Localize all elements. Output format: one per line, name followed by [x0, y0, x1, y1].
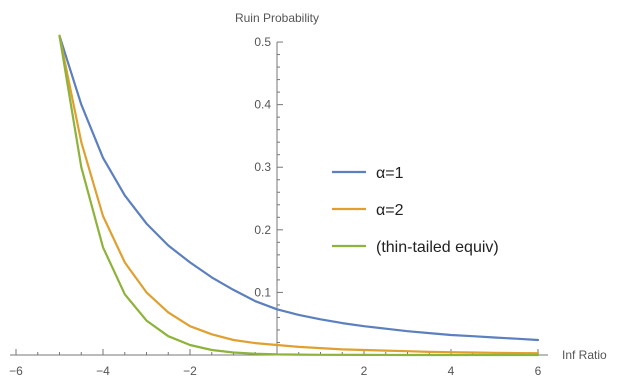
x-tick-label: −2: [183, 364, 197, 378]
x-tick-label: 4: [448, 364, 455, 378]
series-line-1: [58, 34, 540, 342]
x-tick-label: 2: [361, 364, 368, 378]
x-tick-label: 6: [535, 364, 542, 378]
y-axis-label: Ruin Probability: [235, 11, 319, 25]
y-axis: 0.1 0.2 0.3 0.4 0.5: [254, 35, 283, 355]
y-tick-label: 0.1: [254, 285, 271, 299]
series-line-3: [58, 34, 540, 357]
y-tick-label: 0.3: [254, 160, 271, 174]
y-tick-label: 0.5: [254, 35, 271, 49]
y-tick-label: 0.4: [254, 98, 271, 112]
x-tick-label: −4: [96, 364, 110, 378]
x-tick-label: −6: [9, 364, 23, 378]
legend-label: α=1: [376, 165, 404, 182]
series-lines: [58, 34, 540, 357]
y-tick-label: 0.2: [254, 223, 271, 237]
legend: α=1 α=2 (thin-tailed equiv): [332, 165, 499, 256]
x-axis-label: Inf Ratio: [562, 348, 607, 362]
series-line-2: [58, 34, 540, 355]
legend-label: (thin-tailed equiv): [376, 239, 499, 256]
legend-label: α=2: [376, 202, 404, 219]
